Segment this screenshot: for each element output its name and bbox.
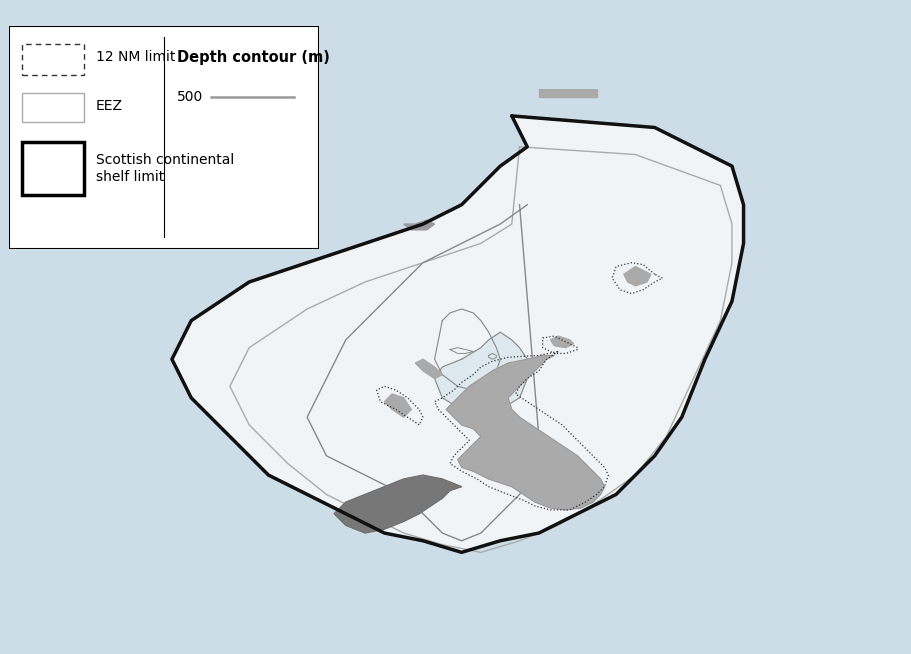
Text: 500: 500 xyxy=(177,90,202,105)
Polygon shape xyxy=(623,267,650,286)
Polygon shape xyxy=(333,475,461,533)
Polygon shape xyxy=(550,336,573,348)
FancyBboxPatch shape xyxy=(22,142,84,195)
FancyBboxPatch shape xyxy=(22,93,84,122)
Polygon shape xyxy=(172,116,742,553)
Text: 12 NM limit: 12 NM limit xyxy=(96,50,175,64)
Polygon shape xyxy=(404,220,435,230)
Polygon shape xyxy=(415,359,442,379)
FancyBboxPatch shape xyxy=(9,26,319,249)
Polygon shape xyxy=(384,394,411,417)
Text: Scottish continental
shelf limit: Scottish continental shelf limit xyxy=(96,154,234,184)
Polygon shape xyxy=(435,332,527,417)
Polygon shape xyxy=(538,85,596,97)
Text: Depth contour (m): Depth contour (m) xyxy=(177,50,329,65)
Text: EEZ: EEZ xyxy=(96,99,123,113)
Polygon shape xyxy=(445,355,604,510)
